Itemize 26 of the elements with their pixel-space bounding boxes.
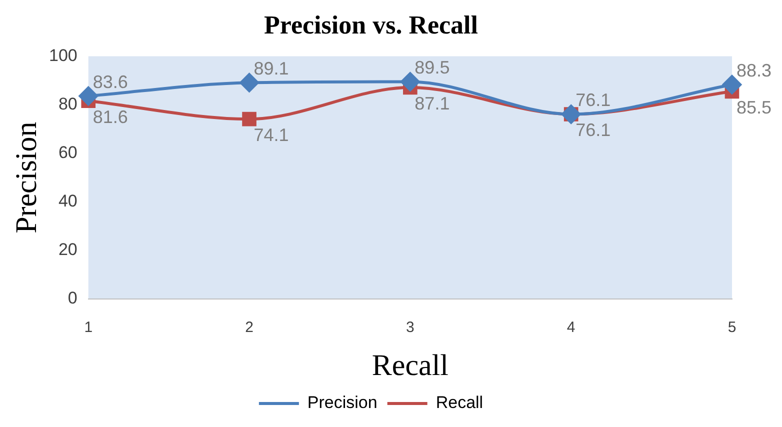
y-tick-label: 0 bbox=[68, 288, 78, 308]
data-label: 74.1 bbox=[254, 125, 289, 146]
data-label: 76.1 bbox=[576, 120, 611, 140]
y-tick-label: 40 bbox=[58, 192, 78, 211]
y-tick-label: 60 bbox=[58, 143, 78, 162]
data-label: 87.1 bbox=[414, 93, 450, 114]
chart-title: Precision vs. Recall bbox=[264, 10, 478, 40]
legend-label: Recall bbox=[436, 393, 484, 412]
x-tick-label: 3 bbox=[406, 319, 414, 336]
y-tick-label: 20 bbox=[58, 240, 78, 260]
data-label: 76.1 bbox=[576, 90, 611, 110]
data-label: 88.3 bbox=[736, 60, 772, 81]
data-label: 81.6 bbox=[92, 106, 128, 127]
y-axis-title: Precision bbox=[10, 122, 43, 234]
x-axis-title: Recall bbox=[372, 348, 448, 382]
x-tick-label: 1 bbox=[84, 319, 93, 336]
x-tick-label: 2 bbox=[245, 319, 254, 336]
legend-label: Precision bbox=[307, 393, 378, 412]
data-label: 85.5 bbox=[736, 97, 772, 118]
x-tick-label: 4 bbox=[566, 319, 576, 336]
data-label: 83.6 bbox=[92, 72, 128, 92]
x-tick-label: 5 bbox=[728, 319, 736, 336]
data-label: 89.5 bbox=[414, 58, 450, 78]
data-label: 89.1 bbox=[254, 58, 289, 79]
y-tick-label: 100 bbox=[48, 46, 78, 65]
y-tick-label: 80 bbox=[58, 94, 78, 114]
